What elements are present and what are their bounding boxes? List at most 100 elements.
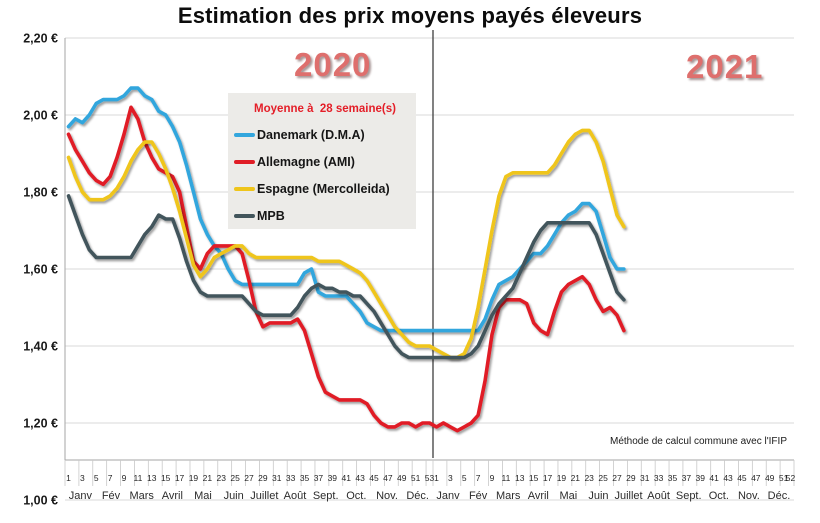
svg-text:1,80 €: 1,80 € <box>23 186 58 200</box>
svg-text:Janv: Janv <box>436 490 460 502</box>
year-label-2020: 2020 <box>294 46 372 83</box>
legend-items: Danemark (D.M.A) Allemagne (AMI) Espagne (… <box>234 121 416 229</box>
svg-text:Mai: Mai <box>560 490 578 502</box>
svg-text:45: 45 <box>737 473 747 483</box>
svg-text:Janv: Janv <box>69 490 93 502</box>
year-label-2021: 2021 <box>686 48 764 85</box>
svg-text:Mars: Mars <box>496 490 521 502</box>
svg-text:Mars: Mars <box>129 490 154 502</box>
svg-text:7: 7 <box>108 473 113 483</box>
svg-text:37: 37 <box>682 473 692 483</box>
svg-text:1,00 €: 1,00 € <box>23 494 58 508</box>
svg-text:Déc.: Déc. <box>768 490 791 502</box>
svg-text:53: 53 <box>425 473 435 483</box>
svg-text:37: 37 <box>314 473 324 483</box>
allemagne-line-swatch <box>234 159 255 164</box>
svg-text:Août: Août <box>284 490 307 502</box>
svg-text:43: 43 <box>355 473 365 483</box>
series-espagne-line <box>66 128 626 360</box>
svg-text:1,60 €: 1,60 € <box>23 263 58 277</box>
legend-item-allemagne: Allemagne (AMI) <box>234 148 416 175</box>
svg-text:1: 1 <box>434 473 439 483</box>
mpb-line-swatch <box>234 213 255 218</box>
svg-text:49: 49 <box>765 473 775 483</box>
legend-item-espagne: Espagne (Mercolleida) <box>234 175 416 202</box>
legend-item-label: MPB <box>257 208 285 223</box>
gridlines <box>65 37 794 501</box>
svg-text:52: 52 <box>786 473 796 483</box>
svg-text:25: 25 <box>598 473 608 483</box>
svg-text:39: 39 <box>696 473 706 483</box>
espagne-line-swatch <box>234 186 255 191</box>
svg-text:13: 13 <box>515 473 525 483</box>
svg-text:Nov.: Nov. <box>376 490 398 502</box>
svg-text:11: 11 <box>133 473 142 483</box>
svg-text:5: 5 <box>462 473 467 483</box>
chart-legend: Moyenne à 28 semaine(s) Danemark (D.M.A)… <box>228 93 416 229</box>
svg-text:27: 27 <box>244 473 254 483</box>
legend-item-mpb: MPB <box>234 202 416 229</box>
svg-text:9: 9 <box>122 473 127 483</box>
svg-text:Nov.: Nov. <box>738 490 760 502</box>
svg-text:17: 17 <box>543 473 553 483</box>
svg-text:51: 51 <box>779 473 789 483</box>
legend-title: Moyenne à 28 semaine(s) <box>254 103 396 115</box>
svg-text:Juillet: Juillet <box>250 490 278 502</box>
svg-text:Fév: Fév <box>469 490 488 502</box>
svg-text:Sept.: Sept. <box>313 490 339 502</box>
svg-text:Sept.: Sept. <box>676 490 702 502</box>
svg-text:27: 27 <box>612 473 622 483</box>
danemark-line-swatch <box>234 132 255 137</box>
svg-text:35: 35 <box>300 473 310 483</box>
svg-text:Août: Août <box>647 490 670 502</box>
series-danemark-line <box>66 86 626 333</box>
svg-text:45: 45 <box>369 473 379 483</box>
svg-text:Avril: Avril <box>162 490 183 502</box>
x-axis-ticks <box>64 460 795 486</box>
svg-text:19: 19 <box>189 473 199 483</box>
svg-text:19: 19 <box>557 473 567 483</box>
svg-text:1,20 €: 1,20 € <box>23 417 58 431</box>
svg-text:Mai: Mai <box>194 490 212 502</box>
svg-text:Avril: Avril <box>528 490 549 502</box>
svg-text:2,00 €: 2,00 € <box>23 109 58 123</box>
svg-text:21: 21 <box>571 473 581 483</box>
svg-text:17: 17 <box>175 473 185 483</box>
svg-text:1,40 €: 1,40 € <box>23 340 58 354</box>
svg-text:21: 21 <box>203 473 213 483</box>
svg-text:47: 47 <box>751 473 761 483</box>
series-mpb-line <box>66 194 626 360</box>
svg-text:15: 15 <box>529 473 539 483</box>
svg-text:33: 33 <box>654 473 664 483</box>
chart-title: Estimation des prix moyens payés éleveur… <box>177 3 643 28</box>
svg-text:Juin: Juin <box>224 490 244 502</box>
legend-item-label: Allemagne (AMI) <box>257 154 355 169</box>
svg-text:2,20 €: 2,20 € <box>23 32 58 46</box>
svg-text:Fév: Fév <box>102 490 121 502</box>
svg-text:35: 35 <box>668 473 678 483</box>
svg-text:31: 31 <box>272 473 282 483</box>
svg-text:Juillet: Juillet <box>614 490 642 502</box>
svg-text:11: 11 <box>501 473 510 483</box>
svg-text:1: 1 <box>66 473 71 483</box>
svg-text:3: 3 <box>80 473 85 483</box>
svg-text:23: 23 <box>216 473 226 483</box>
legend-item-danemark: Danemark (D.M.A) <box>234 121 416 148</box>
svg-text:29: 29 <box>626 473 636 483</box>
svg-text:39: 39 <box>328 473 338 483</box>
svg-text:41: 41 <box>709 473 719 483</box>
svg-text:43: 43 <box>723 473 733 483</box>
svg-text:7: 7 <box>476 473 481 483</box>
method-note: Méthode de calcul commune avec l'IFIP <box>610 436 787 447</box>
y-axis-labels: 1,00 € 1,20 € 1,40 € 1,60 € 1,80 € 2,00 € 2,20… <box>23 32 58 508</box>
month-labels: Janv Janv Fév Fév Mars Mars Avril Avril Mai Mai Ju… <box>69 490 791 502</box>
svg-text:33: 33 <box>286 473 296 483</box>
svg-text:3: 3 <box>448 473 453 483</box>
svg-text:5: 5 <box>94 473 99 483</box>
svg-text:51: 51 <box>411 473 421 483</box>
svg-text:Juin: Juin <box>588 490 608 502</box>
svg-text:31: 31 <box>640 473 650 483</box>
legend-item-label: Danemark (D.M.A) <box>257 127 365 142</box>
svg-text:Oct.: Oct. <box>346 490 366 502</box>
